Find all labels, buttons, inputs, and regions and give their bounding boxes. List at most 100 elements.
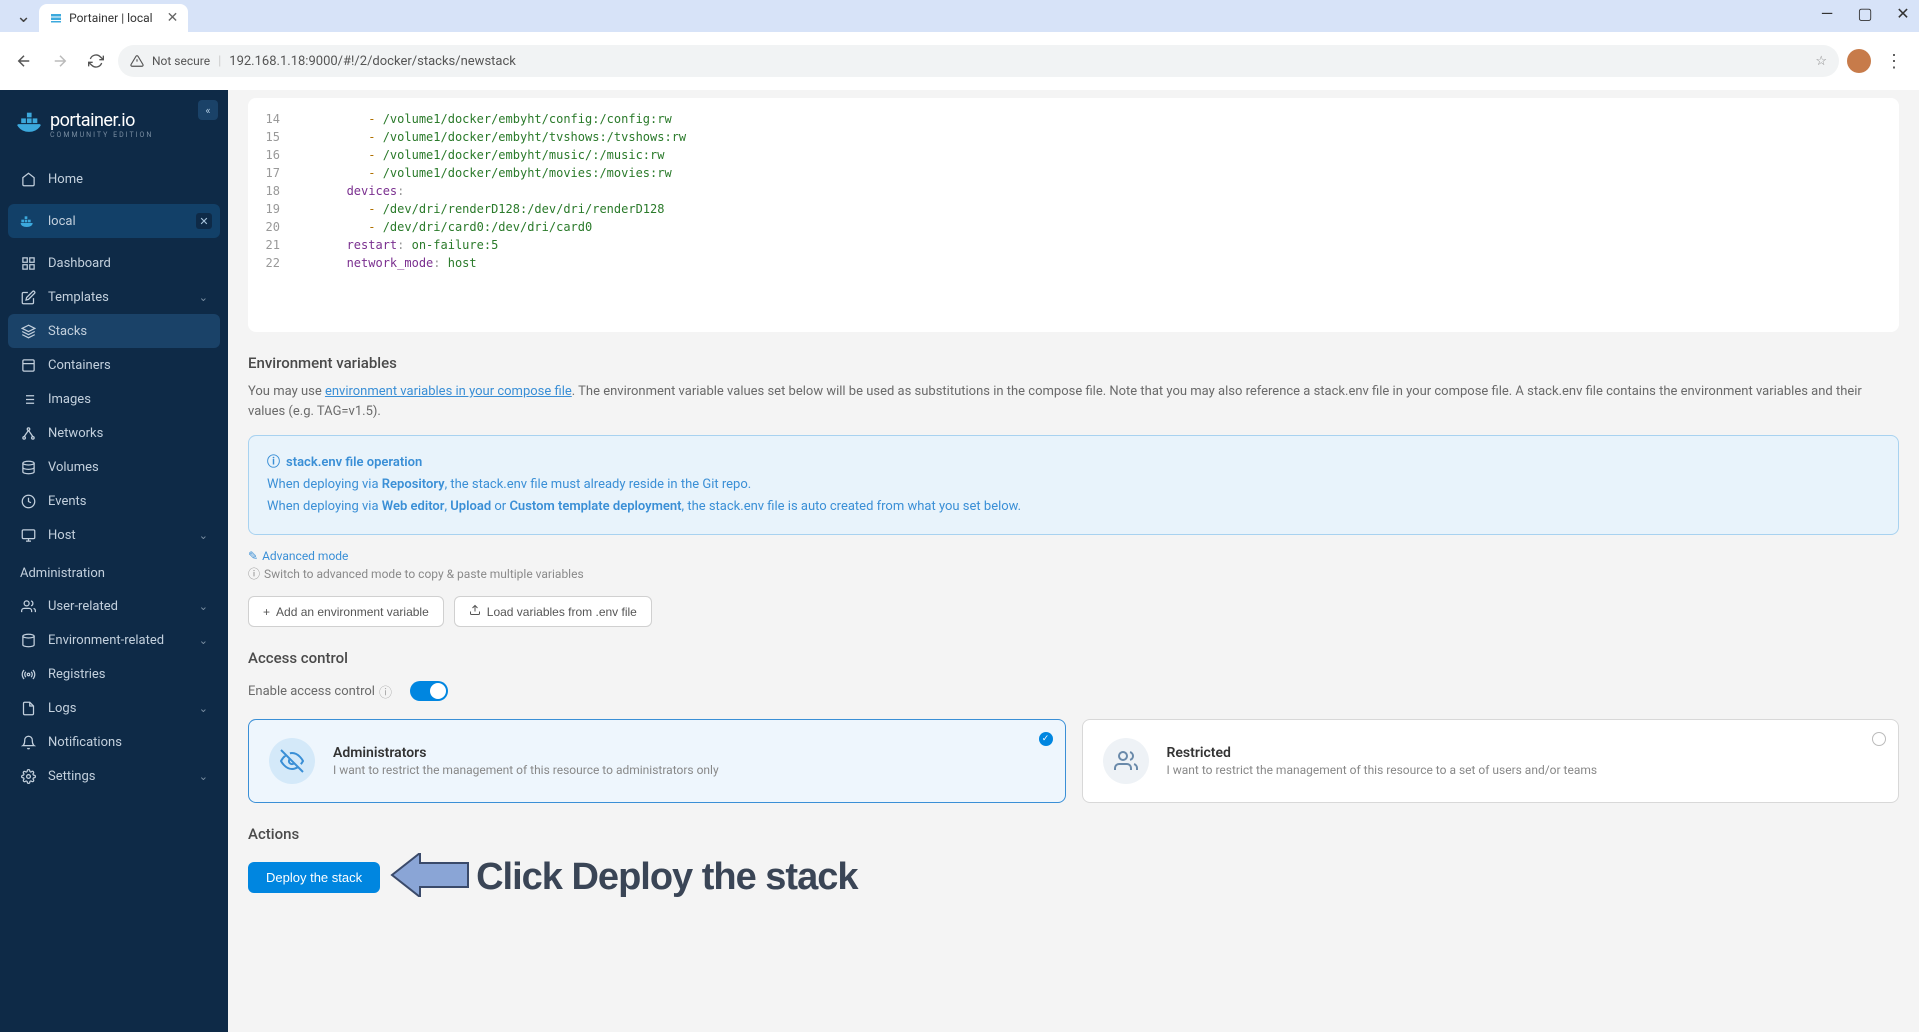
nav-images[interactable]: Images [8,382,220,416]
browser-tab[interactable]: Portainer | local ✕ [39,4,188,32]
logo-subtitle: COMMUNITY EDITION [50,131,153,139]
tab-close-icon[interactable]: ✕ [167,10,179,26]
nav-stacks-label: Stacks [48,324,87,339]
bookmark-icon[interactable]: ☆ [1815,54,1827,69]
upload-icon [469,604,481,619]
code-line: 15 - /volume1/docker/embyht/tvshows:/tvs… [248,128,1899,146]
nav-stacks[interactable]: Stacks [8,314,220,348]
nav-environment[interactable]: local ✕ [8,204,220,238]
add-env-var-button[interactable]: + Add an environment variable [248,596,444,627]
nav-dashboard[interactable]: Dashboard [8,246,220,280]
security-label: Not secure [152,54,210,68]
sidebar-collapse-button[interactable]: « [198,100,218,120]
access-restricted-title: Restricted [1167,745,1598,761]
code-line: 21 restart: on-failure:5 [248,236,1899,254]
minimize-icon[interactable]: — [1817,4,1837,23]
chevron-down-icon: ⌄ [199,634,208,647]
docker-icon [20,213,36,229]
stack-env-info-box: stack.env file operation When deploying … [248,435,1899,535]
chevron-down-icon: ⌄ [199,702,208,715]
nav-notifications-label: Notifications [48,735,122,750]
nav-settings-label: Settings [48,769,95,784]
code-line: 19 - /dev/dri/renderD128:/dev/dri/render… [248,200,1899,218]
annotation-text: Click Deploy the stack [476,856,857,899]
code-editor[interactable]: 14 - /volume1/docker/embyht/config:/conf… [248,98,1899,332]
browser-menu-icon[interactable]: ⋮ [1879,51,1909,72]
nav-events[interactable]: Events [8,484,220,518]
nav-networks-label: Networks [48,426,103,441]
back-button[interactable] [10,47,38,75]
tab-favicon-icon [49,11,63,25]
nav-user-related-label: User-related [48,599,118,614]
warning-icon [130,54,144,68]
env-vars-link[interactable]: environment variables in your compose fi… [325,384,572,399]
chevron-down-icon: ⌄ [199,291,208,304]
actions-title: Actions [248,825,1899,843]
chevron-down-icon: ⌄ [199,770,208,783]
nav-templates[interactable]: Templates ⌄ [8,280,220,314]
nav-host-label: Host [48,528,76,543]
url-box[interactable]: Not secure | 192.168.1.18:9000/#!/2/dock… [118,45,1839,77]
code-line: 18 devices: [248,182,1899,200]
annotation-arrow-icon [390,853,470,901]
tab-bar: ⌄ Portainer | local ✕ — ▢ ✕ [0,0,1919,32]
networks-icon [20,425,36,441]
forward-button[interactable] [46,47,74,75]
nav-home[interactable]: Home [8,162,220,196]
edit-icon: ✎ [248,549,258,563]
toggle-knob [430,683,446,699]
code-line: 14 - /volume1/docker/embyht/config:/conf… [248,110,1899,128]
maximize-icon[interactable]: ▢ [1855,4,1875,23]
dashboard-icon [20,255,36,271]
access-card-restricted[interactable]: Restricted I want to restrict the manage… [1082,719,1900,803]
code-line: 16 - /volume1/docker/embyht/music/:/musi… [248,146,1899,164]
advanced-mode-link[interactable]: ✎ Advanced mode [248,549,1899,563]
advanced-mode-hint: ⓘ Switch to advanced mode to copy & past… [248,565,1899,582]
nav-events-label: Events [48,494,86,509]
nav-volumes[interactable]: Volumes [8,450,220,484]
gear-icon [20,768,36,784]
load-env-file-button[interactable]: Load variables from .env file [454,596,652,627]
profile-avatar[interactable] [1847,49,1871,73]
sidebar: « portainer.io COMMUNITY EDITION Home lo… [0,90,228,1032]
events-icon [20,493,36,509]
nav-templates-label: Templates [48,290,109,305]
main-content: 14 - /volume1/docker/embyht/config:/conf… [228,90,1919,1032]
close-window-icon[interactable]: ✕ [1893,4,1913,23]
nav-notifications[interactable]: Notifications [8,725,220,759]
deploy-stack-button[interactable]: Deploy the stack [248,862,380,893]
close-env-icon[interactable]: ✕ [196,213,212,229]
access-admin-title: Administrators [333,745,719,761]
nav-env-related[interactable]: Environment-related ⌄ [8,623,220,657]
access-card-administrators[interactable]: Administrators I want to restrict the ma… [248,719,1066,803]
access-restricted-desc: I want to restrict the management of thi… [1167,763,1598,777]
access-admin-desc: I want to restrict the management of thi… [333,763,719,777]
nav-settings[interactable]: Settings ⌄ [8,759,220,793]
home-icon [20,171,36,187]
app-root: « portainer.io COMMUNITY EDITION Home lo… [0,90,1919,1032]
eye-off-icon [269,738,315,784]
nav-host[interactable]: Host ⌄ [8,518,220,552]
logo-icon [16,108,42,140]
nav-images-label: Images [48,392,91,407]
nav-containers[interactable]: Containers [8,348,220,382]
bell-icon [20,734,36,750]
access-control-toggle[interactable] [410,681,448,701]
stacks-icon [20,323,36,339]
code-line: 22 network_mode: host [248,254,1899,272]
radio-unchecked-icon [1872,732,1886,746]
tab-dropdown-icon[interactable]: ⌄ [8,6,39,27]
reload-button[interactable] [82,47,110,75]
nav-user-related[interactable]: User-related ⌄ [8,589,220,623]
info-line-1: When deploying via Repository, the stack… [267,474,1880,496]
users-icon [1103,738,1149,784]
nav-registries[interactable]: Registries [8,657,220,691]
help-icon[interactable]: ⓘ [379,682,392,701]
window-controls: — ▢ ✕ [1817,4,1913,23]
logo: portainer.io COMMUNITY EDITION [8,102,220,146]
info-line-2: When deploying via Web editor, Upload or… [267,496,1880,518]
check-icon: ✓ [1039,732,1053,746]
nav-logs[interactable]: Logs ⌄ [8,691,220,725]
database-icon [20,632,36,648]
nav-networks[interactable]: Networks [8,416,220,450]
